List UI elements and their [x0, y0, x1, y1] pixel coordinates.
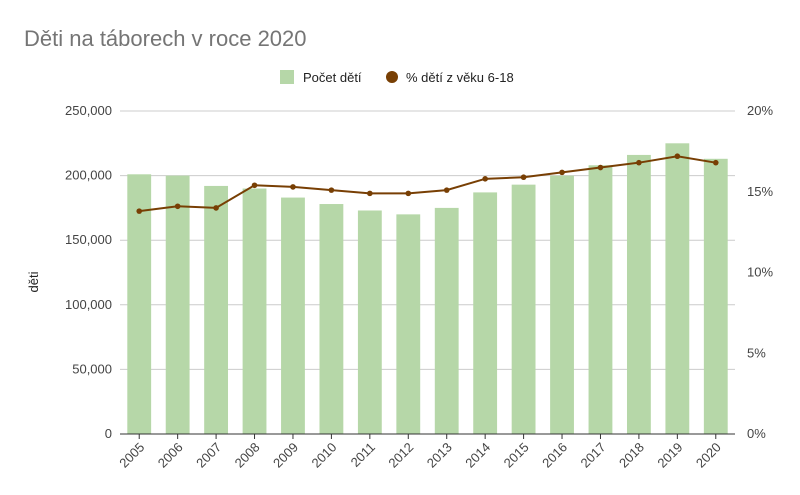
- line-series: [136, 153, 719, 214]
- legend-label-percent: % dětí z věku 6-18: [406, 70, 514, 85]
- x-tick-label: 2010: [308, 440, 339, 471]
- line-point: [636, 159, 642, 166]
- legend: Počet dětí % dětí z věku 6-18: [280, 70, 514, 85]
- x-tick-label: 2013: [424, 440, 455, 471]
- line-point: [136, 208, 143, 214]
- line-point: [174, 203, 181, 210]
- y2-tick-label: 5%: [747, 345, 766, 360]
- x-tick-label: 2012: [385, 440, 416, 471]
- bar: [127, 174, 152, 435]
- y2-tick-label: 15%: [747, 184, 773, 199]
- bar: [396, 214, 421, 434]
- bar: [550, 175, 574, 434]
- line-point: [674, 153, 681, 160]
- line-point: [482, 176, 488, 182]
- legend-swatch-percent: [386, 71, 398, 83]
- bar: [204, 185, 229, 434]
- line-point: [712, 159, 719, 166]
- y2-tick-label: 10%: [747, 265, 773, 280]
- y-tick-label: 250,000: [65, 103, 112, 118]
- bar: [357, 210, 382, 434]
- x-tick-label: 2015: [501, 440, 532, 471]
- line-point: [443, 187, 450, 193]
- left-axis: 0 50,000 100,000 150,000 200,000 250,000: [65, 103, 112, 441]
- x-tick-label: 2007: [193, 440, 224, 471]
- bar: [665, 143, 690, 435]
- y-tick-label: 100,000: [65, 297, 112, 312]
- series-line: [139, 155, 716, 213]
- line-point: [597, 164, 604, 171]
- y-axis-label: děti: [26, 271, 41, 292]
- x-axis: 2005 2006 2007 2008 2009 2010 2011 2012 2013 2014…: [116, 433, 735, 471]
- bar: [588, 165, 613, 434]
- y-tick-label: 150,000: [65, 232, 112, 247]
- y2-tick-label: 0%: [747, 426, 766, 441]
- x-tick-label: 2011: [348, 440, 378, 470]
- line-point: [213, 205, 219, 211]
- x-tick-label: 2017: [578, 440, 609, 471]
- y-tick-label: 0: [105, 426, 112, 441]
- bar: [319, 204, 344, 434]
- bar: [242, 188, 267, 434]
- line-point: [520, 174, 527, 181]
- x-tick-label: 2016: [539, 440, 570, 471]
- x-tick-label: 2014: [462, 440, 493, 471]
- line-point: [328, 187, 335, 193]
- line-point: [559, 169, 565, 176]
- line-point: [251, 182, 258, 189]
- x-tick-label: 2008: [232, 440, 263, 471]
- bar: [511, 184, 536, 434]
- x-tick-label: 2018: [616, 440, 647, 471]
- line-point: [367, 190, 373, 197]
- bar: [434, 207, 459, 434]
- x-tick-label: 2006: [155, 440, 186, 471]
- x-tick-label: 2019: [654, 440, 685, 471]
- y-tick-label: 200,000: [65, 168, 112, 183]
- right-axis: 0% 5% 10% 15% 20%: [747, 103, 773, 441]
- x-tick-label: 2009: [270, 440, 301, 471]
- y-tick-label: 50,000: [72, 361, 112, 376]
- x-tick-label: 2020: [693, 440, 724, 471]
- x-tick-label: 2005: [116, 440, 147, 471]
- chart-title: Děti na táborech v roce 2020: [24, 26, 307, 51]
- bar: [165, 175, 190, 434]
- bar: [473, 192, 498, 434]
- y2-tick-label: 20%: [747, 103, 773, 118]
- bar: [281, 197, 305, 434]
- legend-swatch-count: [280, 70, 294, 84]
- legend-label-count: Počet dětí: [303, 70, 362, 85]
- bar: [626, 154, 651, 435]
- bar: [703, 158, 728, 434]
- line-point: [290, 184, 296, 190]
- bars: [127, 143, 728, 435]
- line-point: [405, 190, 412, 197]
